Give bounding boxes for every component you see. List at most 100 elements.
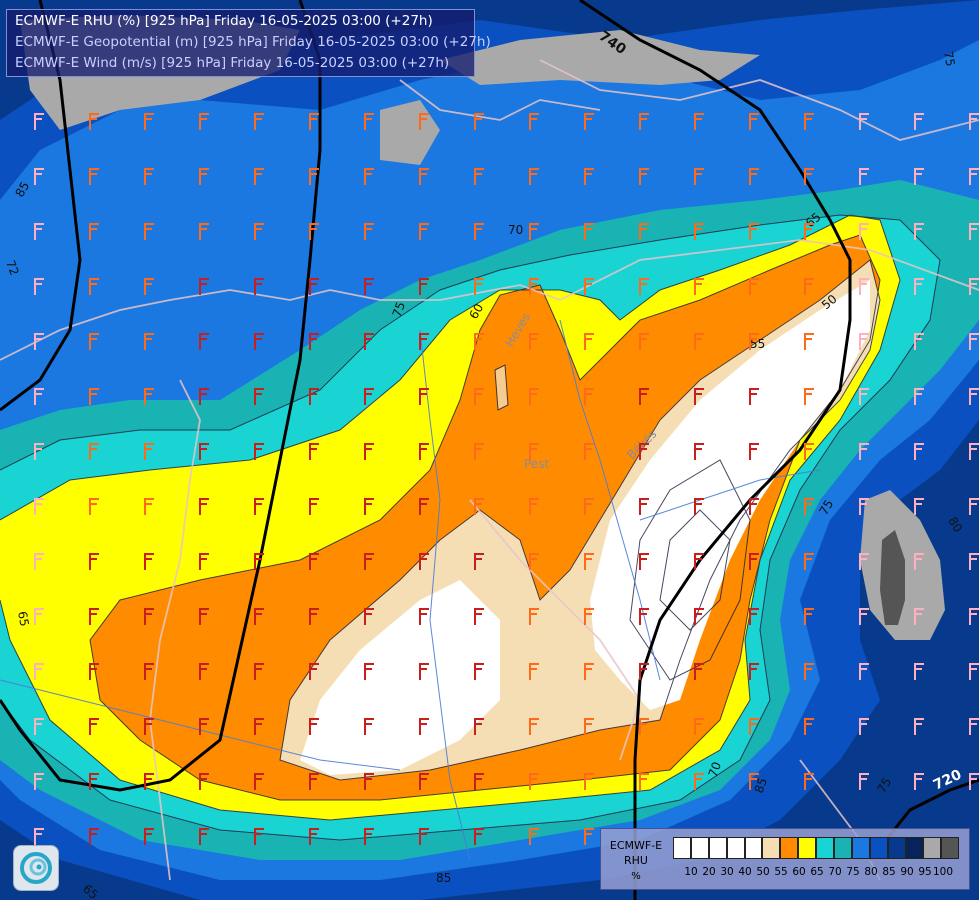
wind-barb [144,333,154,350]
wind-barb [254,278,264,295]
legend-tick-label: 100 [932,866,954,878]
wind-barb [969,773,979,790]
legend-swatch [834,837,852,859]
wind-barb [914,553,924,570]
wind-barb [89,113,99,130]
wind-barb [914,608,924,625]
wind-barb [694,553,704,570]
legend-swatch [708,837,727,859]
legend-swatch [887,837,906,859]
wind-barb [144,388,154,405]
wind-barb [474,168,484,185]
wind-barb [254,113,264,130]
wind-barb [254,608,264,625]
wind-barb [749,663,759,680]
legend-tick-label: 95 [918,866,932,878]
legend-tick-label: 60 [792,866,806,878]
wind-barb [89,553,99,570]
wind-barb [474,388,484,405]
wind-barb [584,113,594,130]
wind-barb [529,333,539,350]
wind-barb [639,113,649,130]
wind-barb [584,718,594,735]
wind-barb [969,498,979,515]
wind-barb [749,113,759,130]
wind-barb [34,168,44,185]
wind-barb [34,553,44,570]
wind-barb [34,443,44,460]
wind-barb [859,443,869,460]
wind-barb [254,553,264,570]
rhu-band-100 [880,530,905,625]
wind-barb [254,498,264,515]
wind-barb [694,168,704,185]
wind-barb [969,278,979,295]
wind-barb [694,333,704,350]
place-label-pest: Pest [524,457,549,471]
wind-barb [639,773,649,790]
wind-barb [529,608,539,625]
wind-barb [804,608,814,625]
wind-barb [859,773,869,790]
contour-label-70-a: 70 [508,223,523,237]
wind-barb [694,278,704,295]
wind-barb [584,498,594,515]
wind-barb [89,773,99,790]
wind-barb [914,388,924,405]
wind-barb [749,718,759,735]
wind-barb [144,113,154,130]
wind-barb [529,828,539,845]
wind-barb [914,168,924,185]
wind-barb [309,498,319,515]
wind-barbs [34,113,979,845]
wind-barb [309,773,319,790]
title-box: ECMWF-E RHU (%) [925 hPa] Friday 16-05-2… [6,9,491,77]
legend-tick-label: 20 [702,866,716,878]
wind-barb [694,773,704,790]
rhu-band-95-b [440,30,760,85]
wind-barb [364,608,374,625]
wind-barb [584,553,594,570]
legend-tick-label: 90 [900,866,914,878]
wind-barb [584,773,594,790]
wind-barb [309,553,319,570]
rhu-band-50-a [300,580,500,775]
contour-label-85-c: 85 [436,871,451,885]
wind-barb [309,168,319,185]
wind-barb [364,718,374,735]
wind-barb [529,663,539,680]
wind-barb [859,278,869,295]
wind-barb [529,443,539,460]
wind-barb [859,498,869,515]
wind-barb [199,333,209,350]
contour-label-75-d: 75 [941,50,957,67]
wind-barb [914,498,924,515]
wind-barb [364,828,374,845]
legend-tick-label: 30 [720,866,734,878]
title-geopotential: ECMWF-E Geopotential (m) [925 hPa] Frida… [15,34,491,50]
wind-barb [804,168,814,185]
ecmwf-logo [13,845,59,891]
legend-swatch [673,837,691,859]
wind-barb [969,113,979,130]
wind-barb [804,333,814,350]
wind-barb [419,828,429,845]
wind-barb [749,223,759,240]
legend-unit: % [631,871,641,882]
contour-label-75-b: 75 [816,497,836,517]
contour-label-70-b: 70 [706,760,724,779]
geopotential-contour-west [0,0,82,412]
wind-barb [34,663,44,680]
wind-barb [254,443,264,460]
wind-barb [254,168,264,185]
wind-barb [859,113,869,130]
wind-barb [199,223,209,240]
wind-barb [749,333,759,350]
wind-barb [474,718,484,735]
wind-barb [529,113,539,130]
wind-barb [419,553,429,570]
wind-barb [34,223,44,240]
wind-barb [639,168,649,185]
wind-barb [914,663,924,680]
wind-barb [419,498,429,515]
